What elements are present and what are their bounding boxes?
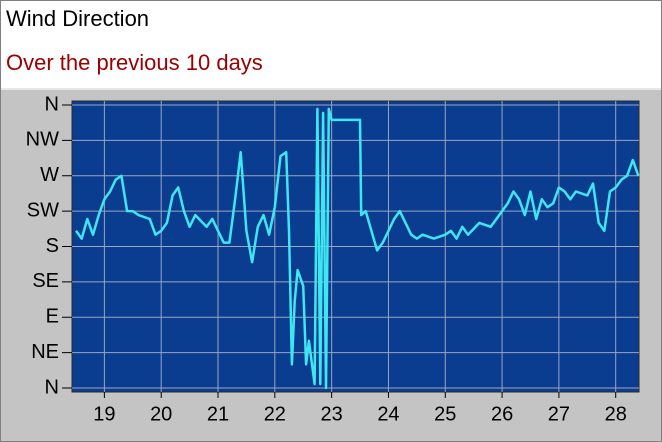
x-tick-label: 24 — [377, 403, 399, 425]
y-tick-label: SE — [32, 270, 59, 292]
data-line — [74, 107, 640, 390]
chart-title: Wind Direction — [6, 6, 149, 31]
y-tick-label: E — [46, 306, 59, 328]
y-tick-label: S — [46, 235, 59, 257]
y-tick-label: N — [45, 376, 59, 398]
x-tick-label: 19 — [93, 403, 115, 425]
x-tick-label: 27 — [548, 403, 570, 425]
x-tick-label: 23 — [321, 403, 343, 425]
x-tick-label: 20 — [150, 403, 172, 425]
x-tick-label: 25 — [434, 403, 456, 425]
x-tick-label: 28 — [605, 403, 627, 425]
header-bg — [0, 0, 662, 88]
y-tick-label: N — [45, 93, 59, 115]
y-tick-label: W — [40, 164, 59, 186]
x-tick-label: 21 — [207, 403, 229, 425]
x-tick-label: 26 — [491, 403, 513, 425]
y-tick-label: NE — [31, 341, 59, 363]
x-tick-label: 22 — [264, 403, 286, 425]
y-tick-label: NW — [26, 129, 59, 151]
chart-subtitle: Over the previous 10 days — [6, 50, 263, 75]
y-tick-label: SW — [27, 199, 59, 221]
